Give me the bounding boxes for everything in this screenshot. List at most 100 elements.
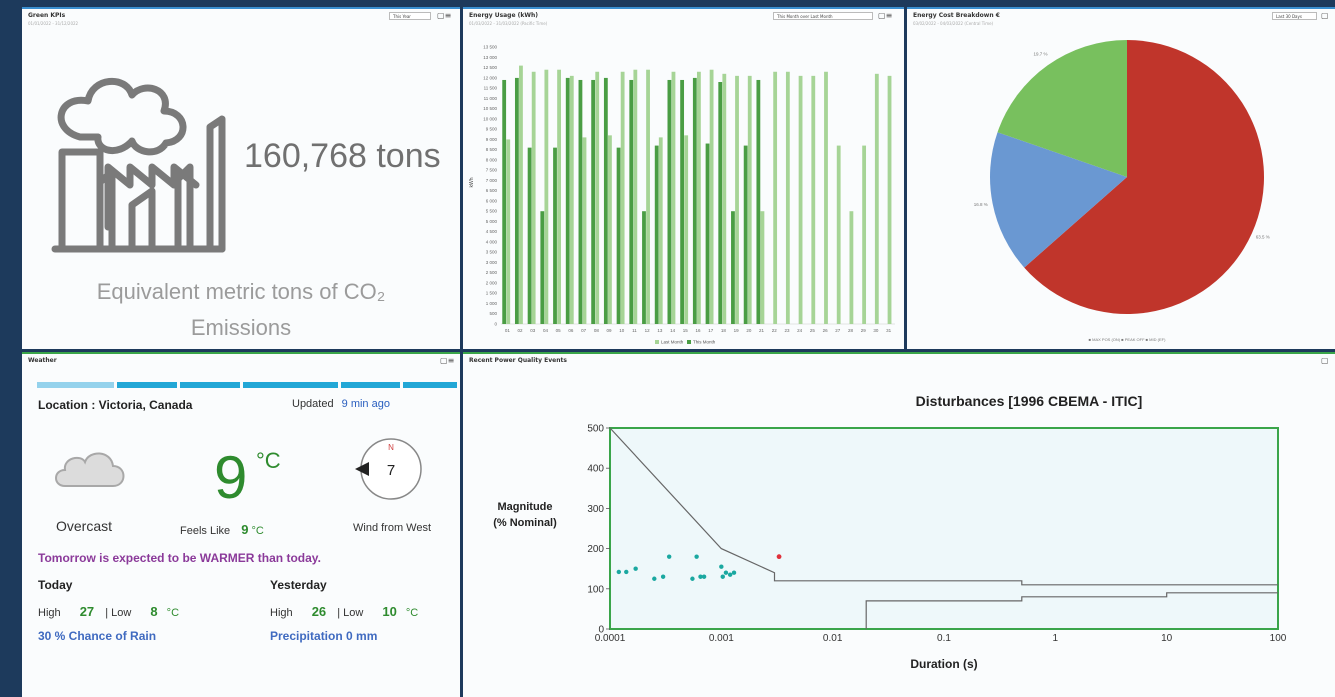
bar-this-month[interactable]: [527, 147, 532, 324]
bar-this-month[interactable]: [642, 211, 646, 324]
event-point[interactable]: [624, 569, 629, 575]
menu-icon[interactable]: ≡: [885, 11, 893, 20]
green-kpis-period-select[interactable]: This Year: [389, 12, 431, 20]
weather-strip-segment[interactable]: [403, 382, 458, 388]
event-point[interactable]: [719, 564, 724, 569]
bar-this-month[interactable]: [667, 79, 672, 324]
event-point-outlier[interactable]: [776, 554, 782, 560]
event-point[interactable]: [660, 574, 666, 579]
panel-icons[interactable]: ▢: [1321, 11, 1329, 20]
event-point[interactable]: [701, 574, 707, 579]
bar-last-month[interactable]: [544, 69, 549, 324]
bar-this-month[interactable]: [565, 77, 570, 324]
bar-last-month[interactable]: [519, 65, 523, 324]
bar-this-month[interactable]: [680, 79, 685, 324]
menu-icon[interactable]: ≡: [447, 356, 455, 365]
panel-icons[interactable]: ▢: [1321, 356, 1329, 365]
event-point[interactable]: [723, 570, 729, 575]
bar-this-month[interactable]: [731, 211, 735, 324]
bar-last-month[interactable]: [811, 75, 816, 324]
bar-this-month[interactable]: [756, 79, 761, 324]
bar-last-month[interactable]: [874, 73, 879, 324]
event-point[interactable]: [666, 554, 672, 559]
bar-last-month[interactable]: [582, 137, 587, 324]
panel-icons[interactable]: ▢≡: [440, 356, 454, 365]
bar-this-month[interactable]: [743, 145, 748, 324]
bar-last-month[interactable]: [785, 71, 790, 324]
maximize-icon[interactable]: ▢: [1321, 11, 1329, 20]
maximize-icon[interactable]: ▢: [1321, 356, 1329, 365]
bar-last-month[interactable]: [658, 137, 663, 324]
event-point[interactable]: [690, 576, 695, 581]
bar-last-month[interactable]: [620, 71, 625, 324]
bar-this-month[interactable]: [502, 79, 507, 324]
bar-last-month[interactable]: [722, 73, 727, 324]
event-point[interactable]: [652, 576, 657, 581]
maximize-icon[interactable]: ▢: [437, 11, 445, 20]
bar-this-month[interactable]: [616, 147, 621, 324]
bar-last-month[interactable]: [709, 69, 714, 324]
event-point[interactable]: [698, 574, 703, 579]
pie-slice[interactable]: [990, 132, 1127, 268]
panel-icons[interactable]: ▢≡: [437, 11, 451, 20]
bar-this-month[interactable]: [603, 77, 608, 324]
bar-last-month[interactable]: [735, 75, 739, 324]
weather-strip-segment[interactable]: [340, 382, 401, 388]
bar-this-month[interactable]: [654, 145, 659, 324]
legend-label[interactable]: This Month: [693, 340, 716, 345]
bar-last-month[interactable]: [849, 211, 854, 324]
event-point[interactable]: [720, 574, 725, 579]
bar-last-month[interactable]: [506, 139, 511, 324]
y-tick-label: 4 500: [486, 229, 498, 234]
bar-last-month[interactable]: [747, 75, 752, 324]
maximize-icon[interactable]: ▢: [878, 11, 886, 20]
green-kpis-panel: Green KPIs 01/01/2022 - 31/12/2022 This …: [22, 7, 460, 349]
weather-strip-segment[interactable]: [179, 382, 240, 388]
bar-this-month[interactable]: [718, 82, 723, 324]
weather-strip-segment[interactable]: [117, 382, 177, 388]
bar-last-month[interactable]: [773, 71, 778, 324]
bar-last-month[interactable]: [633, 69, 638, 324]
bar-this-month[interactable]: [705, 143, 710, 324]
menu-icon[interactable]: ≡: [444, 11, 452, 20]
bar-last-month[interactable]: [608, 135, 612, 324]
power-quality-panel: Recent Power Quality Events ▢ Disturbanc…: [463, 352, 1335, 697]
bar-last-month[interactable]: [595, 71, 600, 324]
bar-last-month[interactable]: [760, 211, 765, 324]
pie-slice[interactable]: [997, 40, 1127, 177]
bar-last-month[interactable]: [531, 71, 536, 324]
event-point[interactable]: [633, 566, 638, 571]
bar-this-month[interactable]: [629, 79, 634, 324]
bar-last-month[interactable]: [569, 75, 574, 324]
bar-last-month[interactable]: [671, 71, 676, 324]
y-tick-label: 11 000: [484, 96, 498, 101]
maximize-icon[interactable]: ▢: [440, 356, 448, 365]
bar-last-month[interactable]: [824, 71, 828, 324]
energy-usage-period-select[interactable]: This Month over Last Month: [773, 12, 873, 20]
bar-last-month[interactable]: [836, 145, 841, 324]
event-point[interactable]: [616, 569, 622, 575]
event-point[interactable]: [694, 554, 699, 559]
bar-this-month[interactable]: [591, 79, 596, 324]
bar-this-month[interactable]: [578, 79, 583, 324]
bar-this-month[interactable]: [692, 77, 697, 324]
pie-slice[interactable]: [1024, 40, 1264, 314]
panel-icons[interactable]: ▢≡: [878, 11, 892, 20]
x-tick-label: 30: [873, 328, 879, 333]
bar-last-month[interactable]: [798, 75, 803, 324]
bar-last-month[interactable]: [696, 71, 701, 324]
weather-strip-segment[interactable]: [242, 382, 338, 388]
bar-last-month[interactable]: [646, 69, 650, 324]
bar-this-month[interactable]: [540, 211, 545, 324]
bar-last-month[interactable]: [862, 145, 867, 324]
bar-last-month[interactable]: [557, 69, 561, 324]
event-point[interactable]: [731, 570, 737, 575]
bar-this-month[interactable]: [514, 77, 519, 324]
bar-last-month[interactable]: [684, 135, 689, 324]
bar-this-month[interactable]: [553, 147, 557, 324]
event-point[interactable]: [727, 572, 733, 577]
energy-cost-period-select[interactable]: Last 30 Days: [1272, 12, 1317, 20]
legend-label[interactable]: Last Month: [661, 340, 684, 345]
bar-last-month[interactable]: [887, 75, 892, 324]
weather-strip-segment[interactable]: [37, 382, 115, 388]
